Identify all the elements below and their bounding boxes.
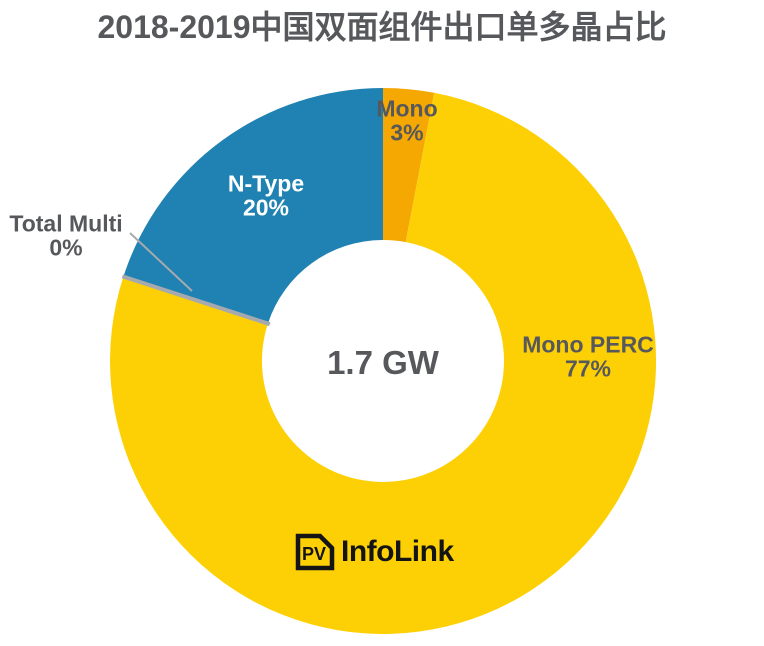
slice-label-total-multi: Total Multi 0%: [9, 210, 123, 261]
slice-name: Mono PERC: [522, 331, 654, 358]
slice-label-n-type: N-Type 20%: [227, 170, 305, 221]
chart-title: 2018-2019中国双面组件出口单多晶占比: [97, 9, 667, 45]
slice-pct: 77%: [564, 356, 612, 382]
slice-name: Mono: [376, 95, 438, 122]
pie-slice-mono-perc: [110, 92, 657, 634]
pie-slice-mono: [383, 87, 435, 243]
logo-badge-text: PV: [302, 544, 326, 564]
pv-infolink-logo: PV InfoLink: [294, 532, 454, 572]
slice-label-mono-perc: Mono PERC 77%: [522, 331, 654, 382]
logo-wordmark: InfoLink: [341, 535, 454, 568]
pie-slice-n-type: [123, 88, 384, 324]
pv-badge-icon: PV: [295, 533, 335, 571]
slice-name: Total Multi: [9, 210, 123, 237]
slice-pct: 3%: [390, 120, 424, 146]
slice-name: N-Type: [227, 170, 305, 197]
slice-label-mono: Mono 3%: [376, 95, 438, 146]
slice-pct: 0%: [49, 235, 83, 261]
center-total-label: 1.7 GW: [327, 344, 439, 381]
slice-pct: 20%: [242, 195, 290, 221]
pie-slice-total-multi: [121, 274, 271, 327]
total-multi-leader-line: [129, 232, 193, 292]
